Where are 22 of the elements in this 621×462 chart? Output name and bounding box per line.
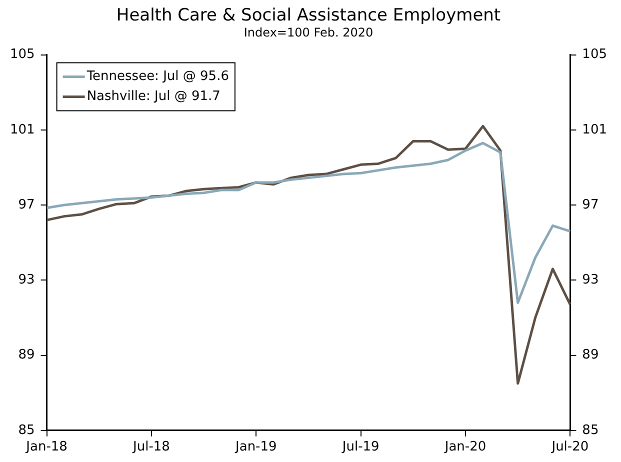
- y-tick-label: 97: [18, 197, 35, 212]
- legend-label: Nashville: Jul @ 91.7: [86, 89, 220, 104]
- x-tick-label: Jul-18: [132, 440, 170, 455]
- y2-tick-label: 85: [582, 422, 599, 438]
- y2-tick-label: 105: [582, 47, 608, 62]
- y-tick-label: 93: [18, 272, 35, 288]
- y2-tick-label: 89: [582, 348, 599, 363]
- y-tick-label: 101: [10, 122, 35, 138]
- y-tick-label: 105: [10, 47, 35, 62]
- x-tick-label: Jan-19: [234, 440, 277, 455]
- y2-tick-label: 93: [582, 272, 599, 288]
- chart-subtitle: Index=100 Feb. 2020: [244, 26, 374, 40]
- chart-title: Health Care & Social Assistance Employment: [116, 6, 501, 26]
- x-tick-label: Jul-19: [341, 440, 380, 455]
- y2-tick-label: 97: [582, 197, 599, 212]
- y-tick-label: 85: [18, 422, 35, 438]
- y-tick-label: 89: [18, 348, 35, 363]
- x-tick-label: Jan-18: [25, 440, 68, 455]
- x-tick-label: Jan-20: [444, 440, 486, 455]
- y2-tick-label: 101: [582, 122, 608, 138]
- x-tick-label: Jul-20: [550, 440, 589, 455]
- legend-label: Tennessee: Jul @ 95.6: [86, 69, 229, 84]
